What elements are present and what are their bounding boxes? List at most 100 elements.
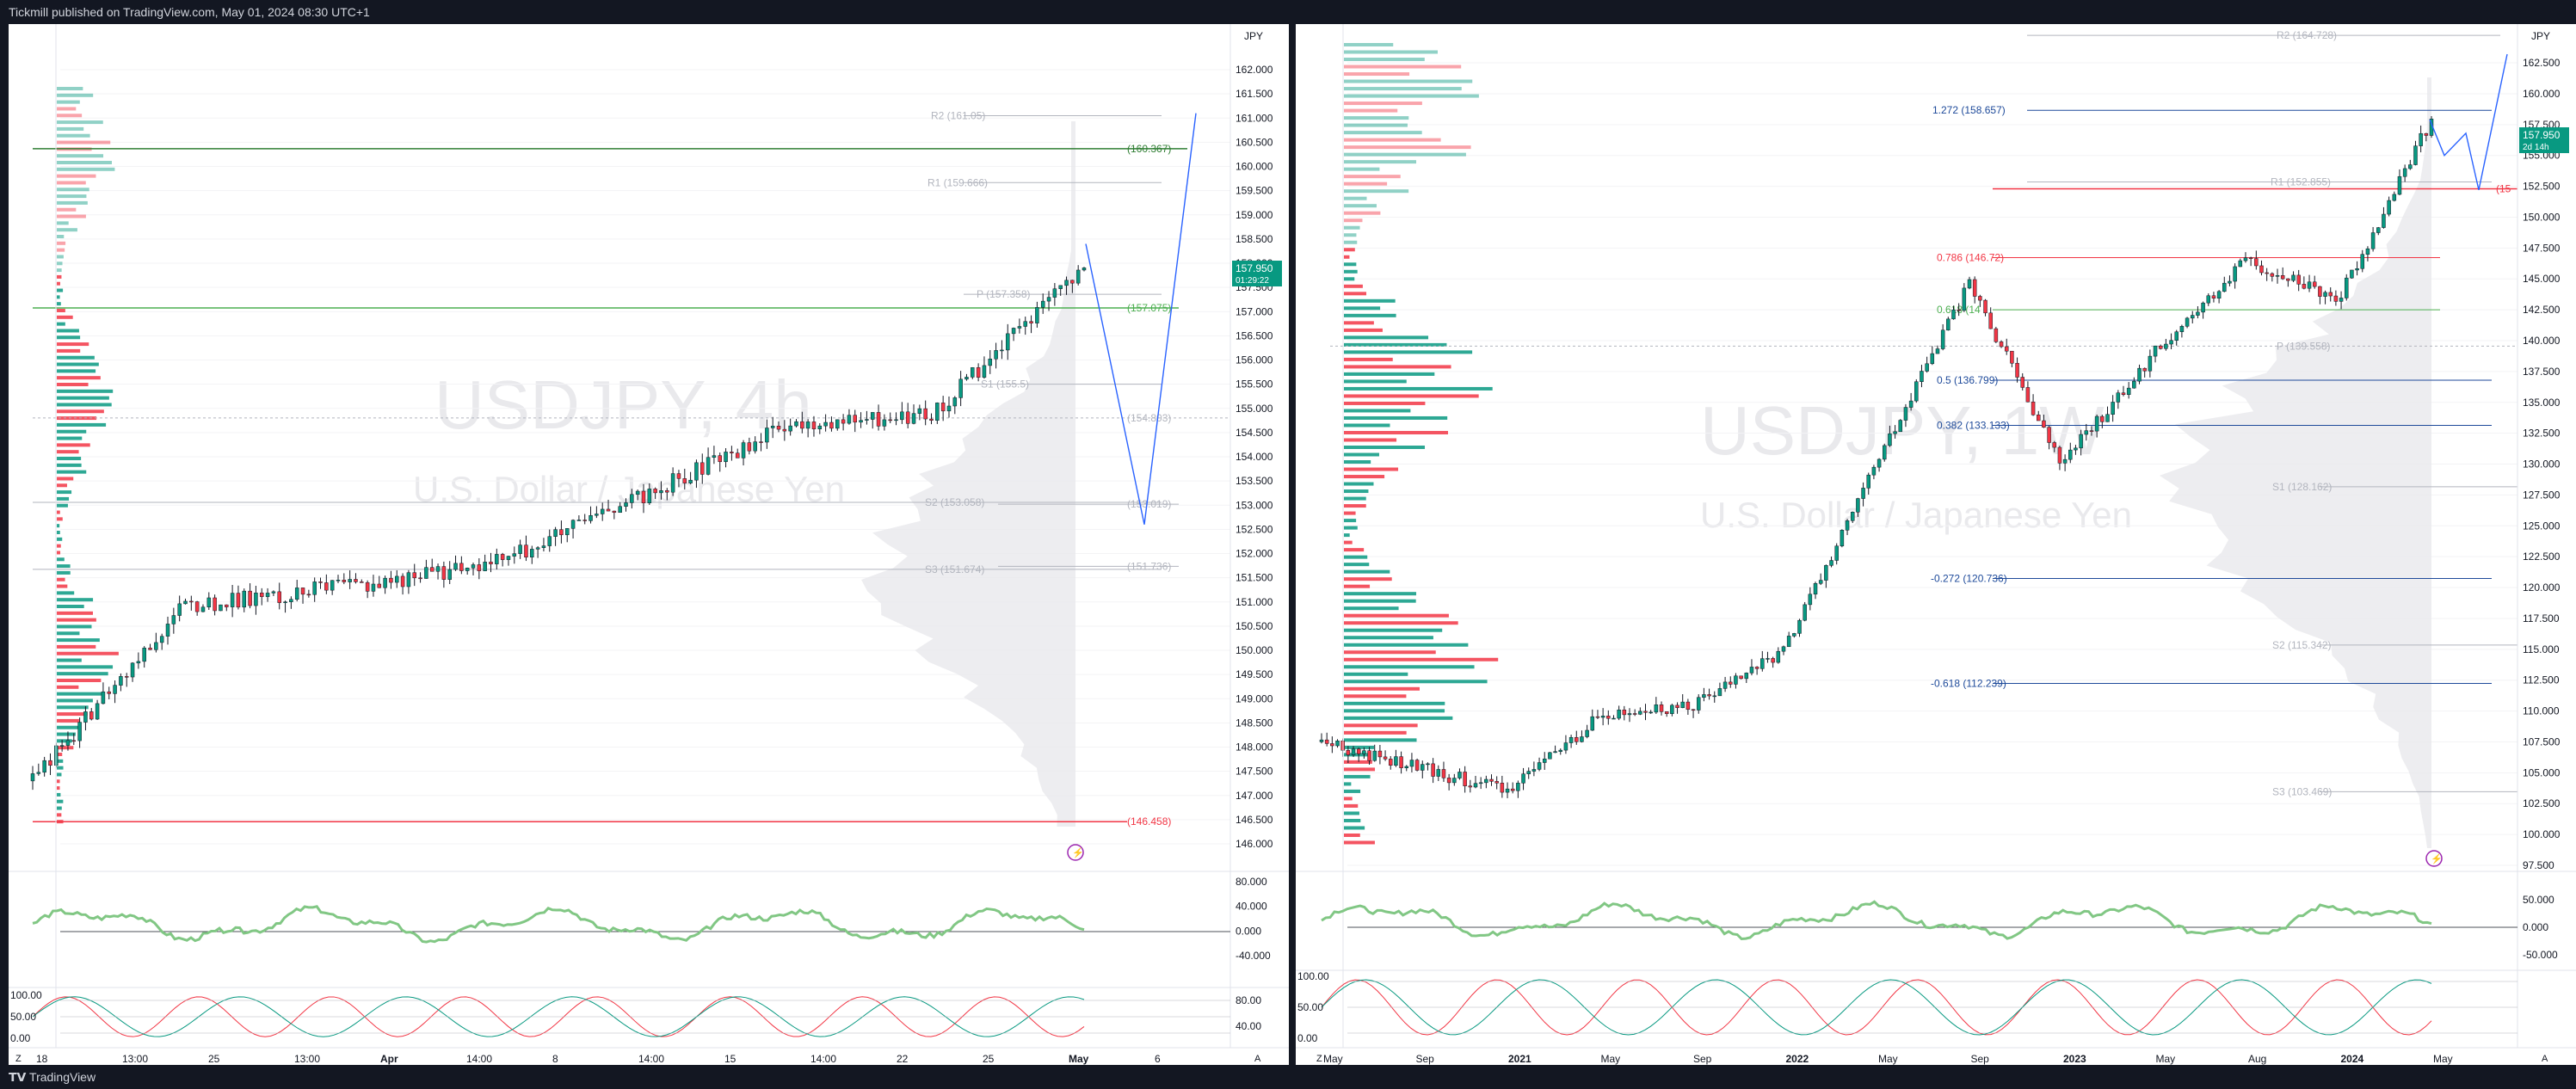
price-tick-label: 160.000 [1236,161,1273,173]
right-chart-svg[interactable]: USDJPY, 1W U.S. Dollar / Japanese Yen 1.… [1296,24,2576,1065]
candle-body [1351,748,1356,755]
candle-body [2318,286,2322,297]
volume-profile-bar [1344,511,1356,515]
volume-profile-bar [57,712,88,717]
volume-profile-bar [1344,680,1488,684]
stochastic-right-tick-label: 40.00 [1236,1020,1261,1032]
price-level-label: S1 (128.162) [2272,481,2332,493]
candle-body [1446,778,1451,784]
volume-profile-bar [1344,211,1381,215]
left-chart-pane[interactable]: USDJPY, 4h U.S. Dollar / Japanese Yen R2… [9,24,1289,1065]
tradingview-logo-icon[interactable]: 𝗧𝗩 [9,1070,27,1084]
candle-body [1983,299,1987,314]
left-chart-svg[interactable]: USDJPY, 4h U.S. Dollar / Japanese Yen R2… [9,24,1289,1065]
candle-body [1754,667,1759,669]
volume-profile-bar [57,483,67,488]
candle-body [2254,258,2259,267]
candle-body [2280,275,2285,280]
candle-body [1600,716,1605,718]
candle-body [2047,427,2051,443]
candle-body [2196,311,2200,316]
candle-body [130,662,135,678]
candle-body [2116,392,2121,403]
pane-divider[interactable] [1289,24,1296,1065]
volume-profile-bar [57,503,68,508]
right-lightning-icon[interactable] [2425,850,2443,867]
volume-profile-bar [1344,306,1381,311]
volume-profile-bar [57,490,72,495]
candle-body [682,478,687,483]
candle-body [547,536,552,546]
right-lightning-glyph: ⚡ [2431,853,2443,864]
candle-body [2243,257,2248,261]
candle-body [2137,367,2142,382]
volume-profile-bar [57,537,63,541]
candle-body [1372,750,1377,761]
candle-body [441,566,447,580]
volume-profile-bar [1344,401,1426,405]
volume-profile-bar [57,154,104,158]
price-tick-label: 152.000 [1236,548,1273,560]
candle-body [2248,257,2253,259]
volume-profile-bar [57,463,82,467]
candle-body [1781,646,1786,652]
left-lightning-icon[interactable] [1067,844,1084,861]
candle-body [1638,711,1642,715]
tradingview-brand[interactable]: TradingView [29,1070,96,1084]
candle-body [1893,431,1897,434]
volume-profile-bar [57,93,94,97]
price-tick-label: 120.000 [2523,581,2561,594]
candle-body [659,490,663,494]
volume-profile-bar [1344,665,1475,669]
volume-profile-bar [1344,745,1374,749]
stochastic-left-tick-label: 100.00 [1297,970,1329,982]
volume-profile-bar [1344,357,1393,361]
right-auto-scale-button[interactable]: A [2542,1054,2548,1064]
volume-profile-bar [57,235,65,238]
volume-profile-bar [1344,167,1380,171]
candle-body [2370,232,2376,249]
volume-profile-bar [57,436,83,440]
price-level-label: (151.736) [1127,560,1171,572]
candle-body [1441,769,1446,778]
candle-body [1861,488,1865,499]
stochastic-right-tick-label: 80.00 [1236,994,1261,1006]
volume-profile-bar [1344,504,1366,508]
time-tick-label: 18 [36,1053,48,1065]
volume-profile-bar [57,200,88,205]
candle-body [1888,433,1892,446]
price-level-label: 1.272 (158.657) [1932,104,2006,116]
right-chart-pane[interactable]: USDJPY, 1W U.S. Dollar / Japanese Yen 1.… [1296,24,2576,1065]
candle-body [1035,307,1039,323]
left-auto-scale-button[interactable]: A [1254,1054,1261,1064]
volume-profile-bar [57,389,114,393]
candle-body [618,506,622,514]
candle-body [194,601,200,612]
volume-profile-bar [1344,292,1366,296]
volume-profile-bar [57,618,96,622]
left-zoom-z-button[interactable]: Z [15,1054,22,1064]
candle-body [2376,227,2381,233]
volume-profile-bar [1344,350,1473,354]
volume-profile-bar [1344,526,1358,530]
candle-body [1914,381,1919,402]
candle-body [2025,387,2031,403]
volume-profile-bar [57,409,104,414]
time-tick-label: 2022 [1786,1053,1809,1065]
volume-profile-bar [57,248,65,252]
candle-body [1877,458,1882,468]
price-tick-label: 127.500 [2523,489,2561,501]
candle-body [42,760,46,773]
candle-body [2100,415,2105,422]
candle-body [2387,200,2391,215]
candle-body [1516,783,1520,791]
price-tick-label: 149.000 [1236,692,1273,704]
right-currency-label[interactable]: JPY [2531,30,2550,42]
volume-profile-bar [57,268,62,273]
left-currency-label[interactable]: JPY [1244,30,1263,42]
candle-body [154,642,158,650]
right-zoom-z-button[interactable]: Z [1316,1054,1322,1064]
candle-body [1521,773,1525,784]
candle-body [1426,763,1430,766]
volume-profile-bar [1344,803,1359,808]
